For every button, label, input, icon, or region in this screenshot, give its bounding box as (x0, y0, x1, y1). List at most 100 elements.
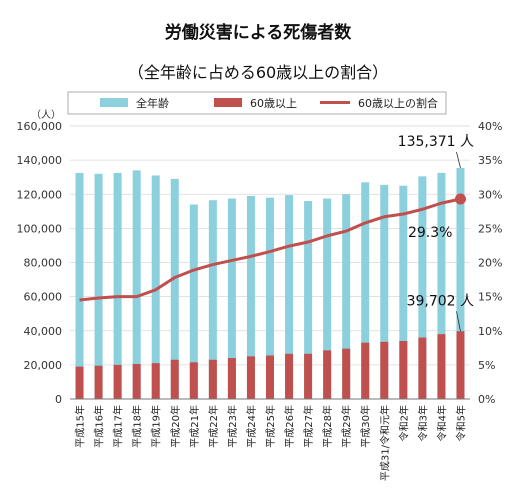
bar-all-ages (189, 204, 198, 399)
x-tick-label: 平成27年 (302, 405, 315, 448)
bar-all-ages (285, 195, 294, 399)
x-tick-label: 平成30年 (359, 405, 372, 448)
ratio-end-marker (454, 193, 466, 205)
x-tick-label: 令和3年 (416, 405, 429, 441)
left-tick-label: 0 (55, 393, 62, 406)
annotation-ratio: 29.3% (408, 225, 452, 241)
bar-all-ages (323, 198, 332, 399)
left-tick-label: 20,000 (24, 359, 63, 372)
x-tick-label: 平成24年 (245, 405, 258, 448)
bar-60-plus (418, 337, 427, 399)
bar-60-plus (94, 365, 103, 399)
x-tick-label: 平成22年 (207, 405, 220, 448)
bar-60-plus (113, 364, 122, 399)
bar-all-ages (94, 173, 103, 399)
right-tick-label: 30% (478, 188, 502, 201)
legend: 全年齢 60歳以上 60歳以上の割合 (67, 91, 447, 115)
bar-all-ages (399, 185, 408, 399)
legend-swatch-60-plus (214, 98, 242, 107)
bar-all-ages (418, 176, 427, 399)
legend-box (67, 91, 447, 115)
bar-60-plus (246, 356, 255, 399)
bars-60-plus (75, 331, 465, 399)
left-tick-label: 60,000 (24, 291, 63, 304)
bar-60-plus (189, 362, 198, 399)
bars-all-ages (75, 168, 465, 399)
x-tick-label: 平成16年 (93, 405, 106, 448)
bar-60-plus (437, 334, 446, 399)
right-tick-label: 5% (478, 359, 495, 372)
left-tick-label: 160,000 (17, 120, 63, 133)
bar-all-ages (246, 195, 255, 399)
left-tick-label: 120,000 (17, 188, 63, 201)
bar-60-plus (266, 355, 274, 399)
right-tick-label: 35% (478, 154, 502, 167)
x-tick-label: 平成25年 (264, 405, 277, 448)
x-tick-label: 平成17年 (112, 405, 125, 448)
bar-60-plus (342, 348, 351, 399)
right-tick-label: 20% (478, 257, 502, 270)
x-tick-label: 平成15年 (74, 405, 87, 448)
left-tick-label: 80,000 (24, 257, 63, 270)
x-tick-label: 平成28年 (321, 405, 334, 448)
right-tick-label: 40% (478, 120, 502, 133)
right-tick-label: 15% (478, 291, 502, 304)
x-tick-label: 平成21年 (188, 405, 201, 448)
annotation-leader-total (456, 151, 461, 169)
x-tick-label: 平成20年 (169, 405, 182, 448)
bar-all-ages (132, 170, 141, 399)
x-tick-label: 平成23年 (226, 405, 239, 448)
chart-subtitle: （全年齢に占める60歳以上の割合） (128, 63, 388, 82)
legend-label-60-plus: 60歳以上 (250, 97, 297, 110)
x-tick-label: 平成31/令和元年 (378, 405, 391, 481)
left-tick-label: 100,000 (17, 222, 63, 235)
bar-all-ages (113, 172, 122, 399)
bar-all-ages (227, 198, 236, 399)
bar-60-plus (208, 359, 217, 399)
left-axis-ticks: 0 20,000 40,000 60,000 80,000 100,000 120,000 1… (17, 120, 63, 406)
annotation-60-plus: 39,702 人 (407, 293, 474, 309)
bar-all-ages (266, 197, 274, 399)
bar-60-plus (151, 363, 160, 399)
bar-60-plus (456, 331, 465, 399)
bar-60-plus (380, 341, 389, 399)
ratio-line (79, 193, 466, 302)
right-tick-label: 10% (478, 325, 502, 338)
ratio-polyline (79, 197, 461, 302)
bar-60-plus (399, 340, 408, 399)
left-tick-label: 140,000 (17, 154, 63, 167)
bar-all-ages (342, 194, 351, 399)
bar-60-plus (304, 353, 313, 399)
left-axis-unit: （人） (31, 109, 61, 121)
legend-swatch-all-ages (100, 98, 128, 107)
bar-all-ages (361, 182, 370, 399)
annotations: 135,371 人 29.3% 39,702 人 (398, 134, 474, 332)
x-tick-label: 令和5年 (454, 405, 467, 441)
bar-60-plus (361, 342, 370, 399)
bar-60-plus (323, 350, 332, 399)
bar-all-ages (456, 168, 465, 399)
annotation-total: 135,371 人 (398, 134, 474, 150)
bar-60-plus (285, 353, 294, 399)
bar-60-plus (132, 364, 141, 399)
bar-all-ages (380, 184, 389, 399)
left-tick-label: 40,000 (24, 325, 63, 338)
legend-label-ratio: 60歳以上の割合 (358, 96, 438, 110)
bar-all-ages (208, 200, 217, 399)
right-tick-label: 0% (478, 393, 495, 406)
x-tick-label: 平成26年 (283, 405, 296, 448)
legend-label-all-ages: 全年齢 (136, 96, 169, 110)
bar-all-ages (170, 178, 179, 399)
bar-all-ages (151, 175, 160, 399)
x-axis-labels: 平成15年 平成16年 平成17年 平成18年 平成19年 平成20年 平成21年 平成22年… (74, 405, 468, 481)
x-tick-label: 平成29年 (340, 405, 353, 448)
bar-all-ages (75, 172, 84, 399)
chart-title: 労働災害による死傷者数 (165, 22, 352, 43)
right-axis-ticks: 0% 5% 10% 15% 20% 25% 30% 35% 40% (478, 120, 502, 406)
x-tick-label: 令和4年 (435, 405, 448, 441)
annotation-leader-60-plus (456, 311, 461, 332)
right-tick-label: 25% (478, 222, 502, 235)
bar-60-plus (227, 358, 236, 399)
x-tick-label: 令和2年 (397, 405, 410, 441)
